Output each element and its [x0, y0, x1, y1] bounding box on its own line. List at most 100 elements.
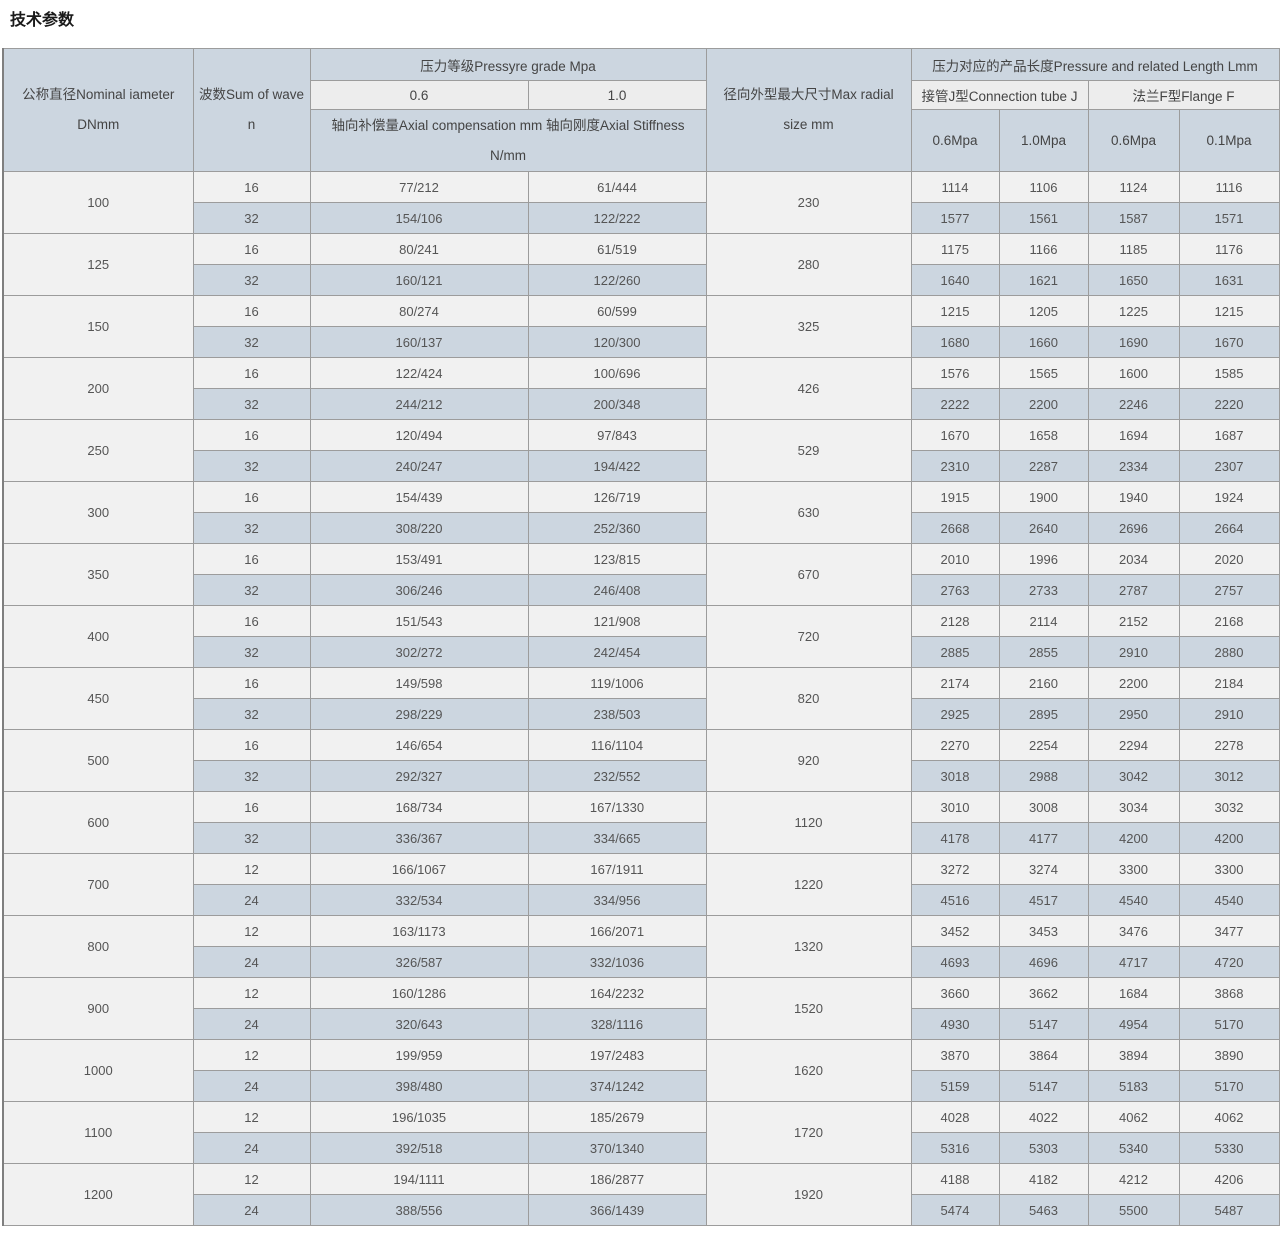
cell-axial-grade-06: 160/121	[309, 264, 529, 296]
cell-axial-grade-10: 197/2483	[527, 1039, 707, 1071]
data-row-primary: 300 16 154/439 126/719 630 1915 1900 1940 1924	[2, 481, 1280, 544]
cell-f-01mpa: 4206	[1178, 1163, 1280, 1195]
data-row-primary: 800 12 163/1173 166/2071 1320 3452 3453 3476 347…	[2, 915, 1280, 978]
cell-j-10mpa: 2287	[998, 450, 1089, 482]
cell-axial-grade-06: 166/1067	[309, 853, 529, 885]
cell-j-10mpa: 1106	[998, 171, 1089, 203]
cell-f-06mpa: 1587	[1087, 202, 1180, 234]
cell-j-06mpa: 1670	[910, 419, 1000, 451]
cell-f-06mpa: 5183	[1087, 1070, 1180, 1102]
col-header-nominal-diameter: 公称直径Nominal iameter DNmm	[2, 48, 194, 172]
cell-axial-grade-06: 154/439	[309, 481, 529, 513]
cell-nominal-diameter: 300	[2, 481, 194, 544]
cell-axial-grade-06: 244/212	[309, 388, 529, 420]
cell-axial-grade-10: 60/599	[527, 295, 707, 327]
cell-nominal-diameter: 900	[2, 977, 194, 1040]
cell-axial-grade-10: 119/1006	[527, 667, 707, 699]
cell-axial-grade-10: 123/815	[527, 543, 707, 575]
cell-wave-count: 12	[192, 1039, 311, 1071]
cell-wave-count: 12	[192, 915, 311, 947]
cell-nominal-diameter: 1000	[2, 1039, 194, 1102]
data-row-secondary: 32 308/220 252/360 2668 2640 2696 2664	[3, 512, 1280, 544]
cell-wave-count: 12	[192, 1163, 311, 1195]
cell-wave-count: 16	[192, 667, 311, 699]
cell-f-06mpa: 2200	[1087, 667, 1180, 699]
data-row-secondary: 32 240/247 194/422 2310 2287 2334 2307	[3, 450, 1280, 482]
col-header-wave-count: 波数Sum of wave n	[192, 48, 311, 172]
cell-f-01mpa: 4720	[1178, 946, 1280, 978]
cell-axial-grade-10: 166/2071	[527, 915, 707, 947]
cell-axial-grade-06: 196/1035	[309, 1101, 529, 1133]
cell-f-01mpa: 2184	[1178, 667, 1280, 699]
tech-params-table: 公称直径Nominal iameter DNmm 波数Sum of wave n…	[2, 48, 1280, 1226]
col-header-j-06mpa: 0.6Mpa	[910, 109, 1000, 172]
data-row-secondary: 24 332/534 334/956 4516 4517 4540 4540	[3, 884, 1280, 916]
cell-j-10mpa: 1565	[998, 357, 1089, 389]
cell-j-06mpa: 2128	[910, 605, 1000, 637]
cell-wave-count: 32	[192, 264, 311, 296]
cell-axial-grade-10: 242/454	[527, 636, 707, 668]
cell-nominal-diameter: 1200	[2, 1163, 194, 1226]
cell-f-06mpa: 1690	[1087, 326, 1180, 358]
cell-f-01mpa: 1571	[1178, 202, 1280, 234]
cell-axial-grade-10: 122/222	[527, 202, 707, 234]
cell-axial-grade-06: 122/424	[309, 357, 529, 389]
cell-f-06mpa: 2696	[1087, 512, 1180, 544]
cell-wave-count: 16	[192, 357, 311, 389]
cell-f-01mpa: 2664	[1178, 512, 1280, 544]
nominal-diameter-line1: 公称直径Nominal iameter	[22, 87, 175, 102]
cell-axial-grade-10: 334/665	[527, 822, 707, 854]
col-header-f-01mpa: 0.1Mpa	[1178, 109, 1280, 172]
cell-max-radial-size: 1320	[705, 915, 912, 978]
cell-j-06mpa: 4516	[910, 884, 1000, 916]
cell-max-radial-size: 1120	[705, 791, 912, 854]
cell-nominal-diameter: 250	[2, 419, 194, 482]
cell-j-06mpa: 2925	[910, 698, 1000, 730]
cell-j-06mpa: 3870	[910, 1039, 1000, 1071]
cell-j-10mpa: 1996	[998, 543, 1089, 575]
cell-axial-grade-06: 80/241	[309, 233, 529, 265]
cell-wave-count: 24	[192, 884, 311, 916]
cell-axial-grade-06: 302/272	[309, 636, 529, 668]
cell-f-01mpa: 4062	[1178, 1101, 1280, 1133]
cell-max-radial-size: 280	[705, 233, 912, 296]
cell-j-06mpa: 3010	[910, 791, 1000, 823]
cell-wave-count: 24	[192, 1070, 311, 1102]
cell-j-06mpa: 2310	[910, 450, 1000, 482]
cell-wave-count: 32	[192, 760, 311, 792]
data-row-primary: 125 16 80/241 61/519 280 1175 1166 1185 1176	[2, 233, 1280, 296]
cell-nominal-diameter: 800	[2, 915, 194, 978]
cell-axial-grade-10: 252/360	[527, 512, 707, 544]
cell-j-10mpa: 1166	[998, 233, 1089, 265]
data-row-secondary: 24 398/480 374/1242 5159 5147 5183 5170	[3, 1070, 1280, 1102]
cell-axial-grade-06: 149/598	[309, 667, 529, 699]
cell-j-10mpa: 3453	[998, 915, 1089, 947]
cell-wave-count: 16	[192, 295, 311, 327]
cell-axial-grade-06: 163/1173	[309, 915, 529, 947]
cell-wave-count: 16	[192, 171, 311, 203]
cell-j-06mpa: 1114	[910, 171, 1000, 203]
cell-j-06mpa: 5316	[910, 1132, 1000, 1164]
data-row-secondary: 32 306/246 246/408 2763 2733 2787 2757	[3, 574, 1280, 606]
cell-j-06mpa: 4693	[910, 946, 1000, 978]
cell-axial-grade-06: 154/106	[309, 202, 529, 234]
cell-j-10mpa: 1658	[998, 419, 1089, 451]
data-row-secondary: 32 160/137 120/300 1680 1660 1690 1670	[3, 326, 1280, 358]
cell-j-10mpa: 2988	[998, 760, 1089, 792]
col-header-pressure-length: 压力对应的产品长度Pressure and related Length Lmm	[910, 48, 1280, 81]
cell-axial-grade-10: 122/260	[527, 264, 707, 296]
col-header-connection-tube-j: 接管J型Connection tube J	[910, 80, 1089, 110]
cell-f-06mpa: 1225	[1087, 295, 1180, 327]
cell-j-10mpa: 4022	[998, 1101, 1089, 1133]
cell-wave-count: 32	[192, 388, 311, 420]
cell-j-10mpa: 1561	[998, 202, 1089, 234]
cell-j-10mpa: 1660	[998, 326, 1089, 358]
cell-max-radial-size: 630	[705, 481, 912, 544]
cell-j-06mpa: 4930	[910, 1008, 1000, 1040]
cell-f-06mpa: 4717	[1087, 946, 1180, 978]
cell-j-10mpa: 1900	[998, 481, 1089, 513]
data-row-primary: 200 16 122/424 100/696 426 1576 1565 1600 1585	[2, 357, 1280, 420]
cell-f-01mpa: 3890	[1178, 1039, 1280, 1071]
cell-f-06mpa: 3034	[1087, 791, 1180, 823]
cell-f-06mpa: 5500	[1087, 1194, 1180, 1226]
